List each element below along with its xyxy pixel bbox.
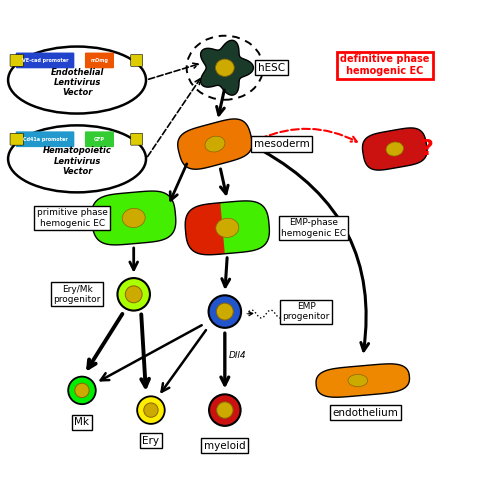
Ellipse shape	[386, 142, 404, 156]
FancyBboxPatch shape	[85, 52, 114, 68]
Text: Hematopoietic
Lentivirus
Vector: Hematopoietic Lentivirus Vector	[42, 146, 112, 176]
Circle shape	[216, 303, 233, 320]
Text: endothelium: endothelium	[332, 408, 398, 418]
FancyBboxPatch shape	[131, 134, 143, 145]
Ellipse shape	[8, 126, 146, 192]
Circle shape	[75, 383, 89, 398]
Polygon shape	[91, 191, 176, 245]
Circle shape	[209, 394, 241, 426]
Ellipse shape	[215, 59, 234, 76]
Text: Ery: Ery	[142, 436, 160, 446]
Ellipse shape	[348, 374, 368, 386]
FancyBboxPatch shape	[10, 134, 23, 145]
Polygon shape	[201, 40, 253, 95]
Polygon shape	[363, 128, 427, 170]
Text: definitive phase
hemogenic EC: definitive phase hemogenic EC	[340, 54, 430, 76]
Text: EMP-phase
hemogenic EC: EMP-phase hemogenic EC	[281, 218, 346, 238]
Circle shape	[125, 286, 142, 303]
Polygon shape	[185, 202, 225, 255]
Text: Dll4: Dll4	[229, 352, 247, 360]
Text: GFP: GFP	[94, 136, 105, 141]
Circle shape	[217, 402, 233, 418]
Text: primitive phase
hemogenic EC: primitive phase hemogenic EC	[37, 208, 108, 228]
Text: mOmg: mOmg	[90, 58, 108, 63]
Circle shape	[144, 403, 158, 417]
Text: EMP
progenitor: EMP progenitor	[283, 302, 330, 322]
Text: ?: ?	[420, 139, 433, 159]
FancyBboxPatch shape	[10, 54, 23, 66]
Ellipse shape	[205, 136, 225, 152]
Text: mesoderm: mesoderm	[253, 139, 309, 149]
Text: Cd41a promoter: Cd41a promoter	[23, 136, 67, 141]
FancyBboxPatch shape	[16, 52, 74, 68]
Text: myeloid: myeloid	[204, 440, 246, 450]
Ellipse shape	[8, 46, 146, 114]
Text: Mk: Mk	[75, 418, 89, 428]
Text: Endothelial
Lentivirus
Vector: Endothelial Lentivirus Vector	[50, 68, 104, 98]
FancyBboxPatch shape	[16, 132, 74, 147]
Ellipse shape	[216, 218, 239, 238]
Circle shape	[137, 396, 165, 424]
FancyBboxPatch shape	[131, 54, 143, 66]
Polygon shape	[178, 119, 252, 169]
Polygon shape	[185, 201, 269, 255]
Circle shape	[208, 296, 241, 328]
Ellipse shape	[122, 208, 145, 228]
Text: Ery/Mk
progenitor: Ery/Mk progenitor	[53, 284, 101, 304]
Text: VE-cad promoter: VE-cad promoter	[22, 58, 68, 63]
Circle shape	[68, 376, 96, 404]
Circle shape	[118, 278, 150, 310]
FancyBboxPatch shape	[85, 132, 114, 147]
Text: hESC: hESC	[258, 62, 285, 72]
Polygon shape	[316, 364, 410, 397]
